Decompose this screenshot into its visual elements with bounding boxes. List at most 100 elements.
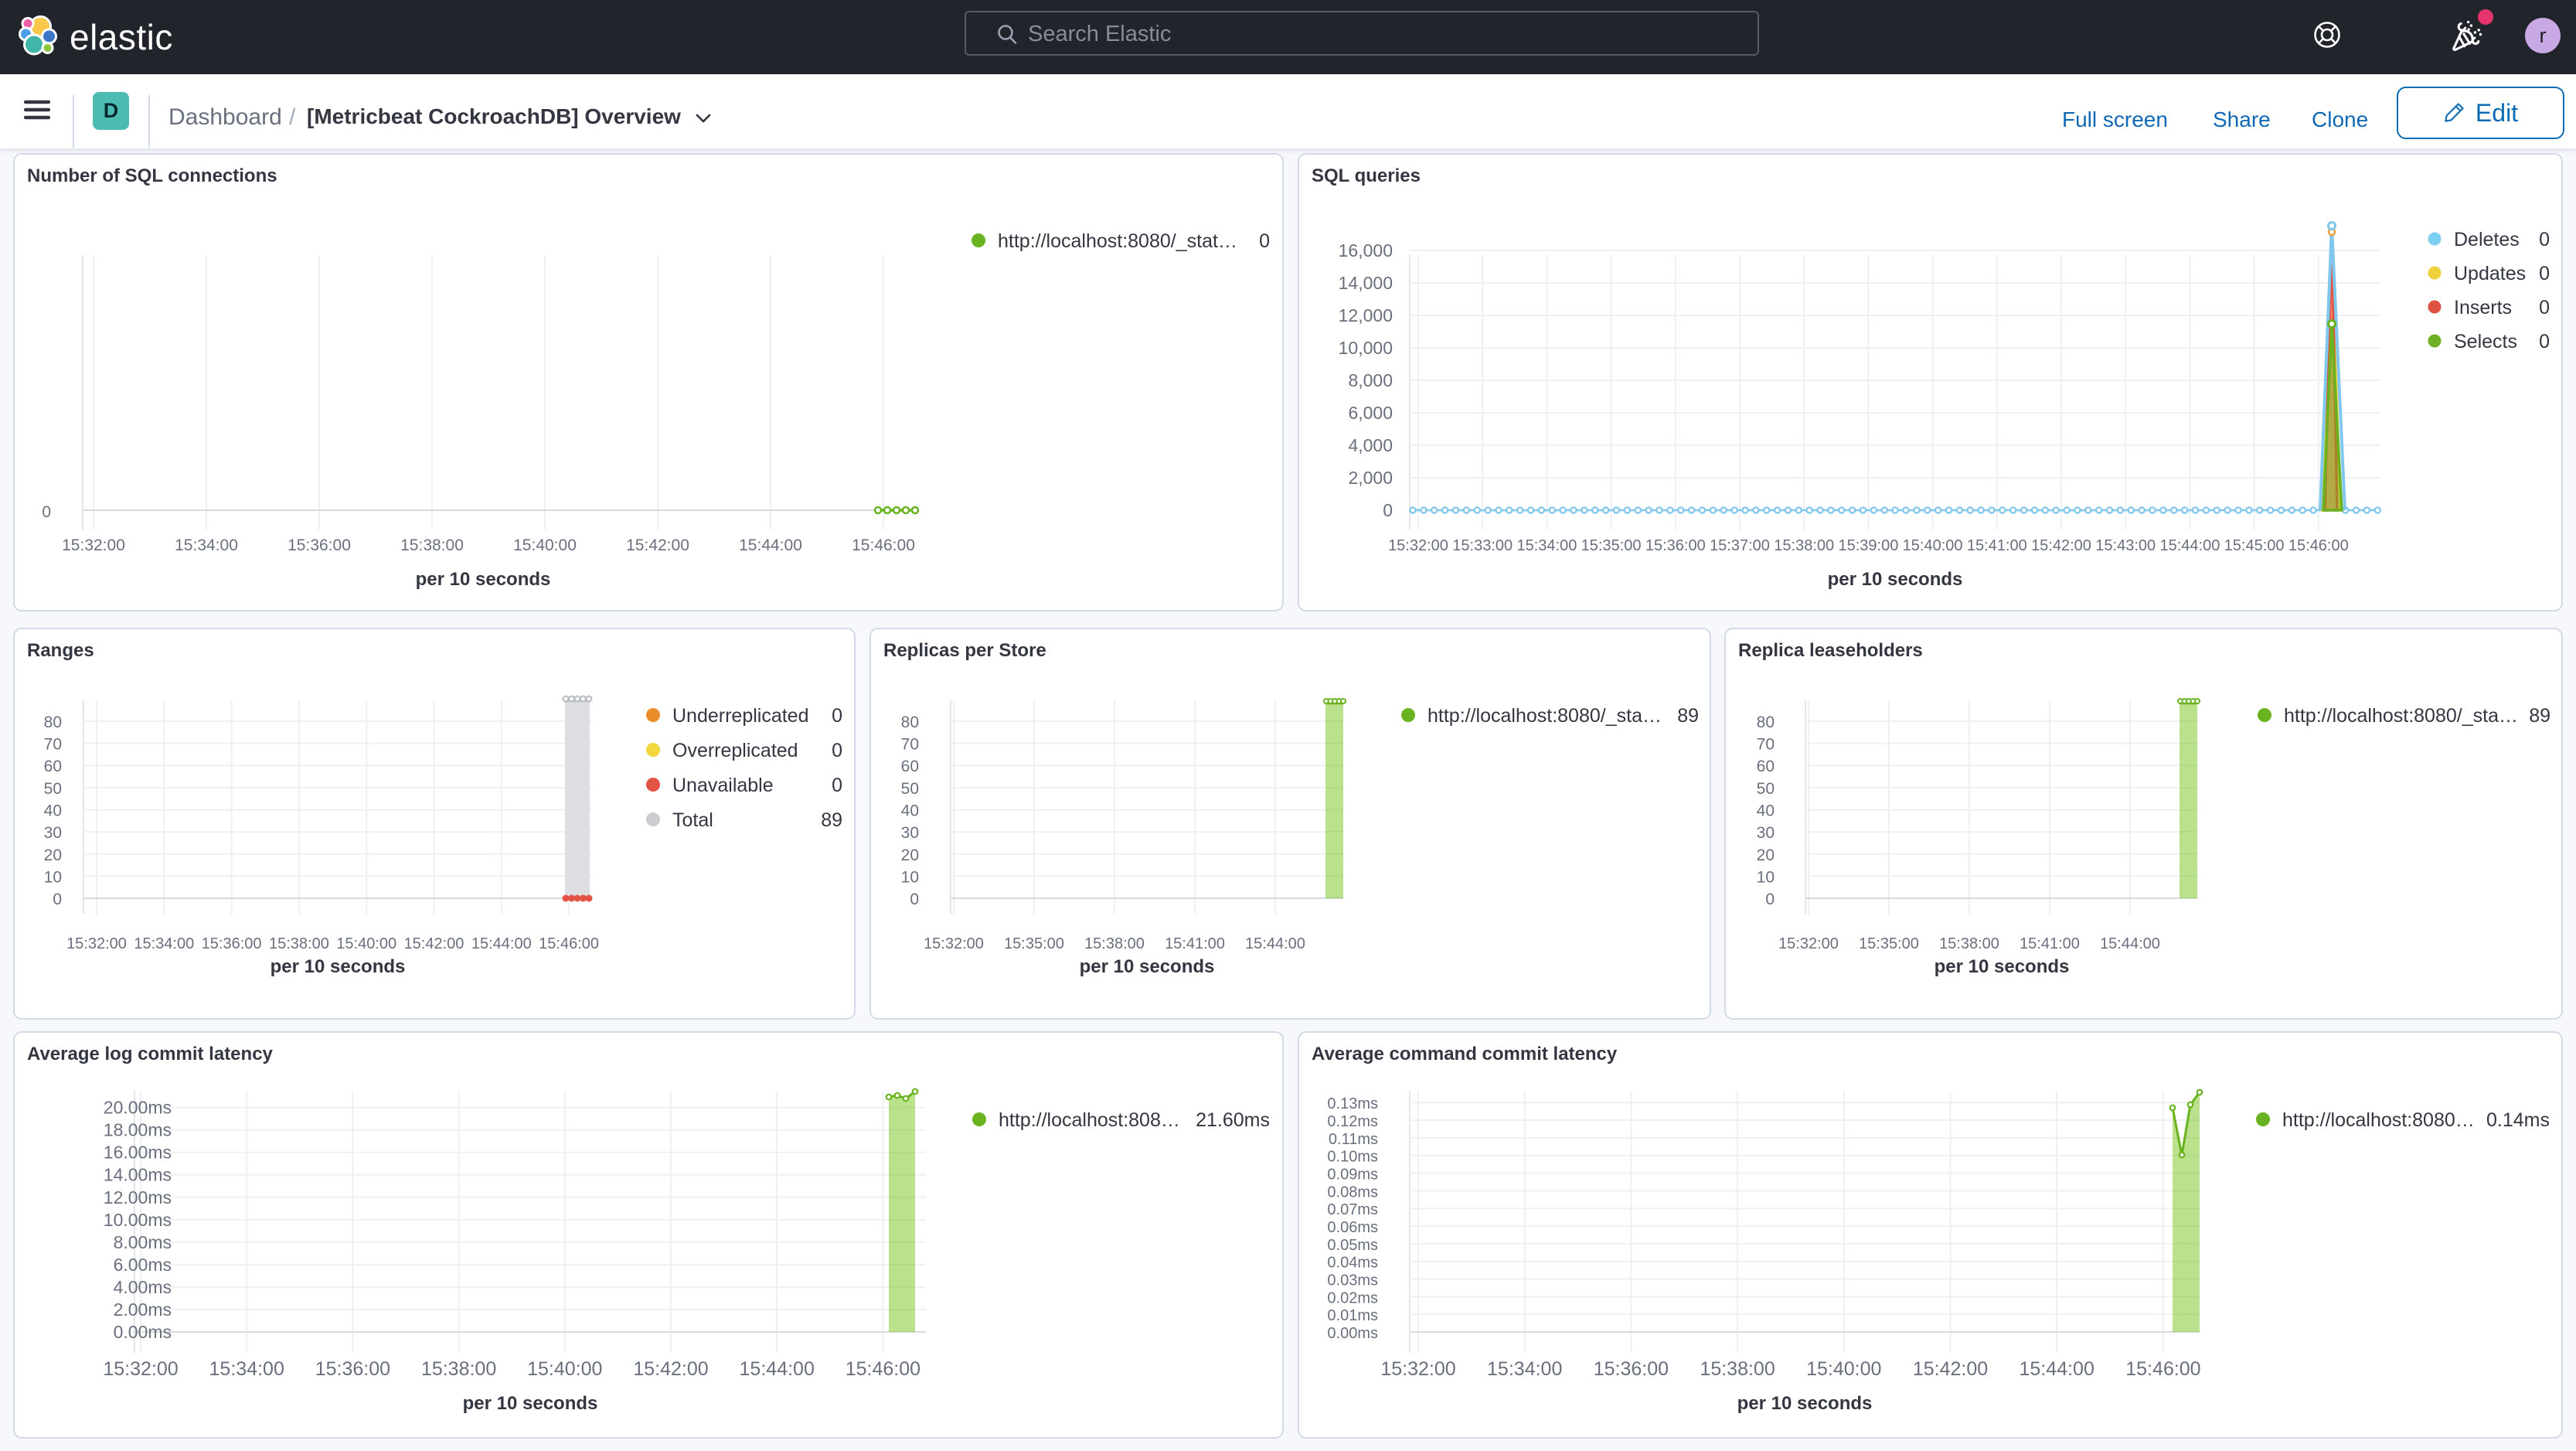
svg-text:15:46:00: 15:46:00: [846, 1358, 920, 1380]
svg-text:15:42:00: 15:42:00: [1913, 1358, 1988, 1380]
svg-text:SQL queries: SQL queries: [1312, 165, 1421, 186]
svg-text:15:46:00: 15:46:00: [539, 935, 599, 952]
svg-text:15:41:00: 15:41:00: [1967, 537, 2027, 554]
svg-text:2.00ms: 2.00ms: [114, 1299, 172, 1320]
svg-text:15:38:00: 15:38:00: [421, 1358, 496, 1380]
svg-text:Selects: Selects: [2454, 331, 2517, 353]
svg-text:15:38:00: 15:38:00: [269, 935, 329, 952]
svg-text:89: 89: [821, 809, 842, 831]
svg-text:15:44:00: 15:44:00: [740, 1358, 815, 1380]
svg-text:http://localhost:8080/_stat…: http://localhost:8080/_stat…: [998, 230, 1237, 252]
svg-text:0: 0: [2539, 229, 2550, 250]
svg-text:15:44:00: 15:44:00: [2100, 935, 2160, 952]
svg-text:Ranges: Ranges: [27, 640, 94, 661]
svg-text:15:44:00: 15:44:00: [1245, 935, 1305, 952]
svg-text:0.08ms: 0.08ms: [1327, 1184, 1378, 1201]
svg-text:12,000: 12,000: [1339, 305, 1393, 325]
svg-text:0.00ms: 0.00ms: [1327, 1325, 1378, 1342]
svg-text:15:34:00: 15:34:00: [1516, 537, 1577, 554]
svg-text:Average log commit latency: Average log commit latency: [27, 1044, 274, 1064]
svg-text:0.05ms: 0.05ms: [1327, 1237, 1378, 1254]
svg-text:0.14ms: 0.14ms: [2486, 1109, 2550, 1131]
svg-text:15:41:00: 15:41:00: [2020, 935, 2080, 952]
svg-text:80: 80: [1757, 714, 1775, 731]
svg-text:Unavailable: Unavailable: [672, 775, 774, 796]
svg-text:16,000: 16,000: [1339, 240, 1393, 261]
svg-text:30: 30: [44, 824, 62, 842]
svg-text:0.13ms: 0.13ms: [1327, 1095, 1378, 1112]
svg-text:15:39:00: 15:39:00: [1838, 537, 1898, 554]
svg-text:per 10 seconds: per 10 seconds: [1737, 1393, 1873, 1414]
svg-text:0.04ms: 0.04ms: [1327, 1255, 1378, 1272]
svg-text:60: 60: [1757, 758, 1775, 775]
svg-text:70: 70: [901, 736, 919, 754]
svg-text:40: 40: [44, 802, 62, 820]
svg-text:0.12ms: 0.12ms: [1327, 1113, 1378, 1130]
svg-text:80: 80: [44, 714, 62, 731]
svg-text:30: 30: [901, 824, 919, 842]
svg-text:15:42:00: 15:42:00: [404, 935, 464, 952]
svg-text:Replica leaseholders: Replica leaseholders: [1738, 640, 1923, 661]
svg-text:15:32:00: 15:32:00: [1380, 1358, 1455, 1380]
svg-text:15:37:00: 15:37:00: [1710, 537, 1770, 554]
svg-text:15:42:00: 15:42:00: [633, 1358, 708, 1380]
svg-text:15:32:00: 15:32:00: [62, 536, 125, 554]
svg-text:15:32:00: 15:32:00: [1388, 537, 1448, 554]
svg-text:15:36:00: 15:36:00: [1594, 1358, 1669, 1380]
svg-text:Underreplicated: Underreplicated: [672, 705, 809, 727]
svg-text:14,000: 14,000: [1339, 273, 1393, 293]
svg-text:40: 40: [901, 802, 919, 820]
svg-text:70: 70: [1757, 736, 1775, 754]
svg-text:15:40:00: 15:40:00: [1903, 537, 1963, 554]
svg-text:15:40:00: 15:40:00: [1806, 1358, 1881, 1380]
svg-text:70: 70: [44, 736, 62, 754]
svg-text:0: 0: [832, 705, 842, 727]
svg-text:Inserts: Inserts: [2454, 297, 2512, 318]
svg-text:15:38:00: 15:38:00: [1084, 935, 1145, 952]
svg-text:0: 0: [1765, 891, 1775, 908]
svg-text:Replicas per Store: Replicas per Store: [883, 640, 1046, 661]
svg-text:15:42:00: 15:42:00: [626, 536, 689, 554]
svg-text:15:35:00: 15:35:00: [1859, 935, 1919, 952]
svg-text:15:36:00: 15:36:00: [202, 935, 262, 952]
svg-text:15:41:00: 15:41:00: [1165, 935, 1225, 952]
svg-text:4,000: 4,000: [1348, 435, 1393, 455]
svg-text:15:44:00: 15:44:00: [2020, 1358, 2094, 1380]
svg-text:21.60ms: 21.60ms: [1196, 1109, 1270, 1131]
svg-text:0: 0: [910, 891, 919, 908]
svg-text:per 10 seconds: per 10 seconds: [463, 1393, 598, 1414]
svg-text:15:38:00: 15:38:00: [400, 536, 464, 554]
svg-text:15:40:00: 15:40:00: [513, 536, 577, 554]
svg-text:0: 0: [53, 891, 62, 908]
svg-text:0.00ms: 0.00ms: [114, 1322, 172, 1342]
svg-text:0: 0: [832, 740, 842, 761]
svg-text:15:46:00: 15:46:00: [852, 536, 915, 554]
svg-text:0: 0: [1383, 500, 1393, 520]
svg-text:per 10 seconds: per 10 seconds: [1828, 569, 1963, 590]
svg-text:15:34:00: 15:34:00: [175, 536, 238, 554]
svg-text:Total: Total: [672, 809, 713, 831]
svg-text:15:38:00: 15:38:00: [1774, 537, 1834, 554]
svg-text:0: 0: [2539, 331, 2550, 353]
svg-text:30: 30: [1757, 824, 1775, 842]
svg-text:15:35:00: 15:35:00: [1581, 537, 1642, 554]
svg-text:0: 0: [2539, 297, 2550, 318]
svg-text:50: 50: [44, 780, 62, 798]
svg-text:http://localhost:808…: http://localhost:808…: [999, 1109, 1180, 1131]
svg-text:2,000: 2,000: [1348, 468, 1393, 488]
svg-text:40: 40: [1757, 802, 1775, 820]
svg-text:12.00ms: 12.00ms: [104, 1187, 172, 1207]
svg-text:80: 80: [901, 714, 919, 731]
svg-text:0.10ms: 0.10ms: [1327, 1149, 1378, 1166]
svg-text:14.00ms: 14.00ms: [104, 1165, 172, 1185]
svg-text:15:33:00: 15:33:00: [1452, 537, 1513, 554]
svg-text:15:38:00: 15:38:00: [1700, 1358, 1775, 1380]
svg-text:15:45:00: 15:45:00: [2224, 537, 2285, 554]
svg-text:Average command commit latency: Average command commit latency: [1312, 1044, 1618, 1064]
svg-text:15:35:00: 15:35:00: [1004, 935, 1064, 952]
svg-text:15:40:00: 15:40:00: [527, 1358, 602, 1380]
svg-text:0: 0: [1259, 230, 1270, 252]
svg-text:Updates: Updates: [2454, 263, 2526, 284]
svg-text:15:38:00: 15:38:00: [1939, 935, 1999, 952]
svg-text:0: 0: [2539, 263, 2550, 284]
